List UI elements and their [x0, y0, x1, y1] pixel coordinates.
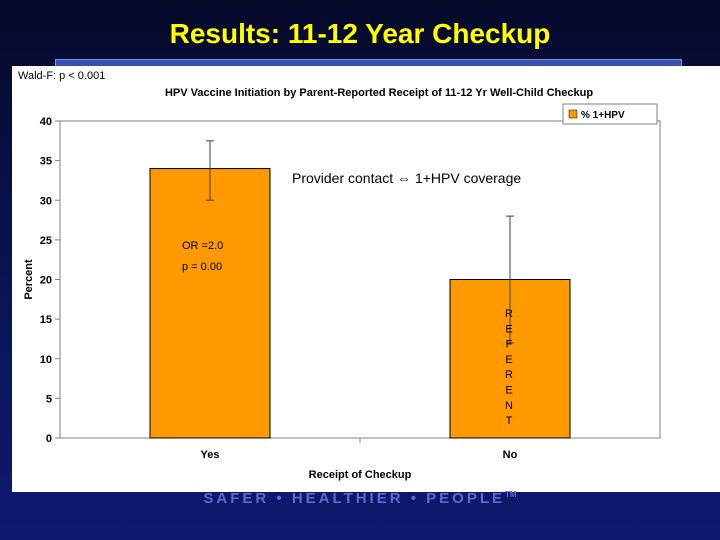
y-tick-label: 35 — [40, 156, 52, 168]
y-tick-label: 25 — [40, 235, 52, 247]
x-tick-label: No — [503, 449, 518, 461]
bar-yes — [149, 168, 271, 439]
provider-annotation: Provider contact ⇔ 1+HPV coverage — [292, 170, 521, 186]
referent-letter: E — [505, 354, 512, 366]
trademark-mark: TM — [505, 490, 517, 499]
y-axis-label: Percent — [23, 259, 35, 300]
x-tick-label: Yes — [201, 449, 220, 461]
legend-box — [562, 103, 658, 125]
p-annotation: p = 0.00 — [182, 261, 222, 273]
referent-letter: F — [506, 339, 513, 351]
y-tick-label: 0 — [46, 433, 52, 445]
legend-label: % 1+HPV — [581, 110, 625, 121]
referent-letter: E — [505, 323, 512, 335]
referent-letter: E — [505, 385, 512, 397]
referent-letter: R — [505, 308, 513, 320]
footer-text: SAFER • HEALTHIER • PEOPLE — [203, 490, 506, 507]
slide-title: Results: 11-12 Year Checkup — [169, 18, 551, 49]
or-annotation: OR =2.0 — [182, 240, 223, 252]
referent-letter: N — [505, 400, 513, 412]
y-tick-label: 30 — [40, 195, 52, 207]
y-tick-label: 5 — [46, 393, 52, 405]
wald-f-label: Wald-F: p < 0.001 — [18, 70, 106, 82]
referent-letter: R — [505, 369, 513, 381]
y-tick-label: 40 — [40, 116, 52, 128]
y-tick-label: 20 — [40, 275, 52, 287]
x-axis-label: Receipt of Checkup — [309, 469, 412, 481]
chart-panel: Wald-F: p < 0.001 HPV Vaccine Initiation… — [12, 66, 720, 492]
y-tick-label: 10 — [40, 354, 52, 366]
chart-title: HPV Vaccine Initiation by Parent-Reporte… — [165, 87, 593, 99]
legend-swatch — [568, 109, 578, 119]
y-tick-label: 15 — [40, 314, 52, 326]
footer-slogan: SAFER • HEALTHIER • PEOPLETM — [0, 490, 720, 507]
chart-svg: HPV Vaccine Initiation by Parent-Reporte… — [23, 87, 661, 481]
referent-letter: T — [506, 415, 513, 427]
